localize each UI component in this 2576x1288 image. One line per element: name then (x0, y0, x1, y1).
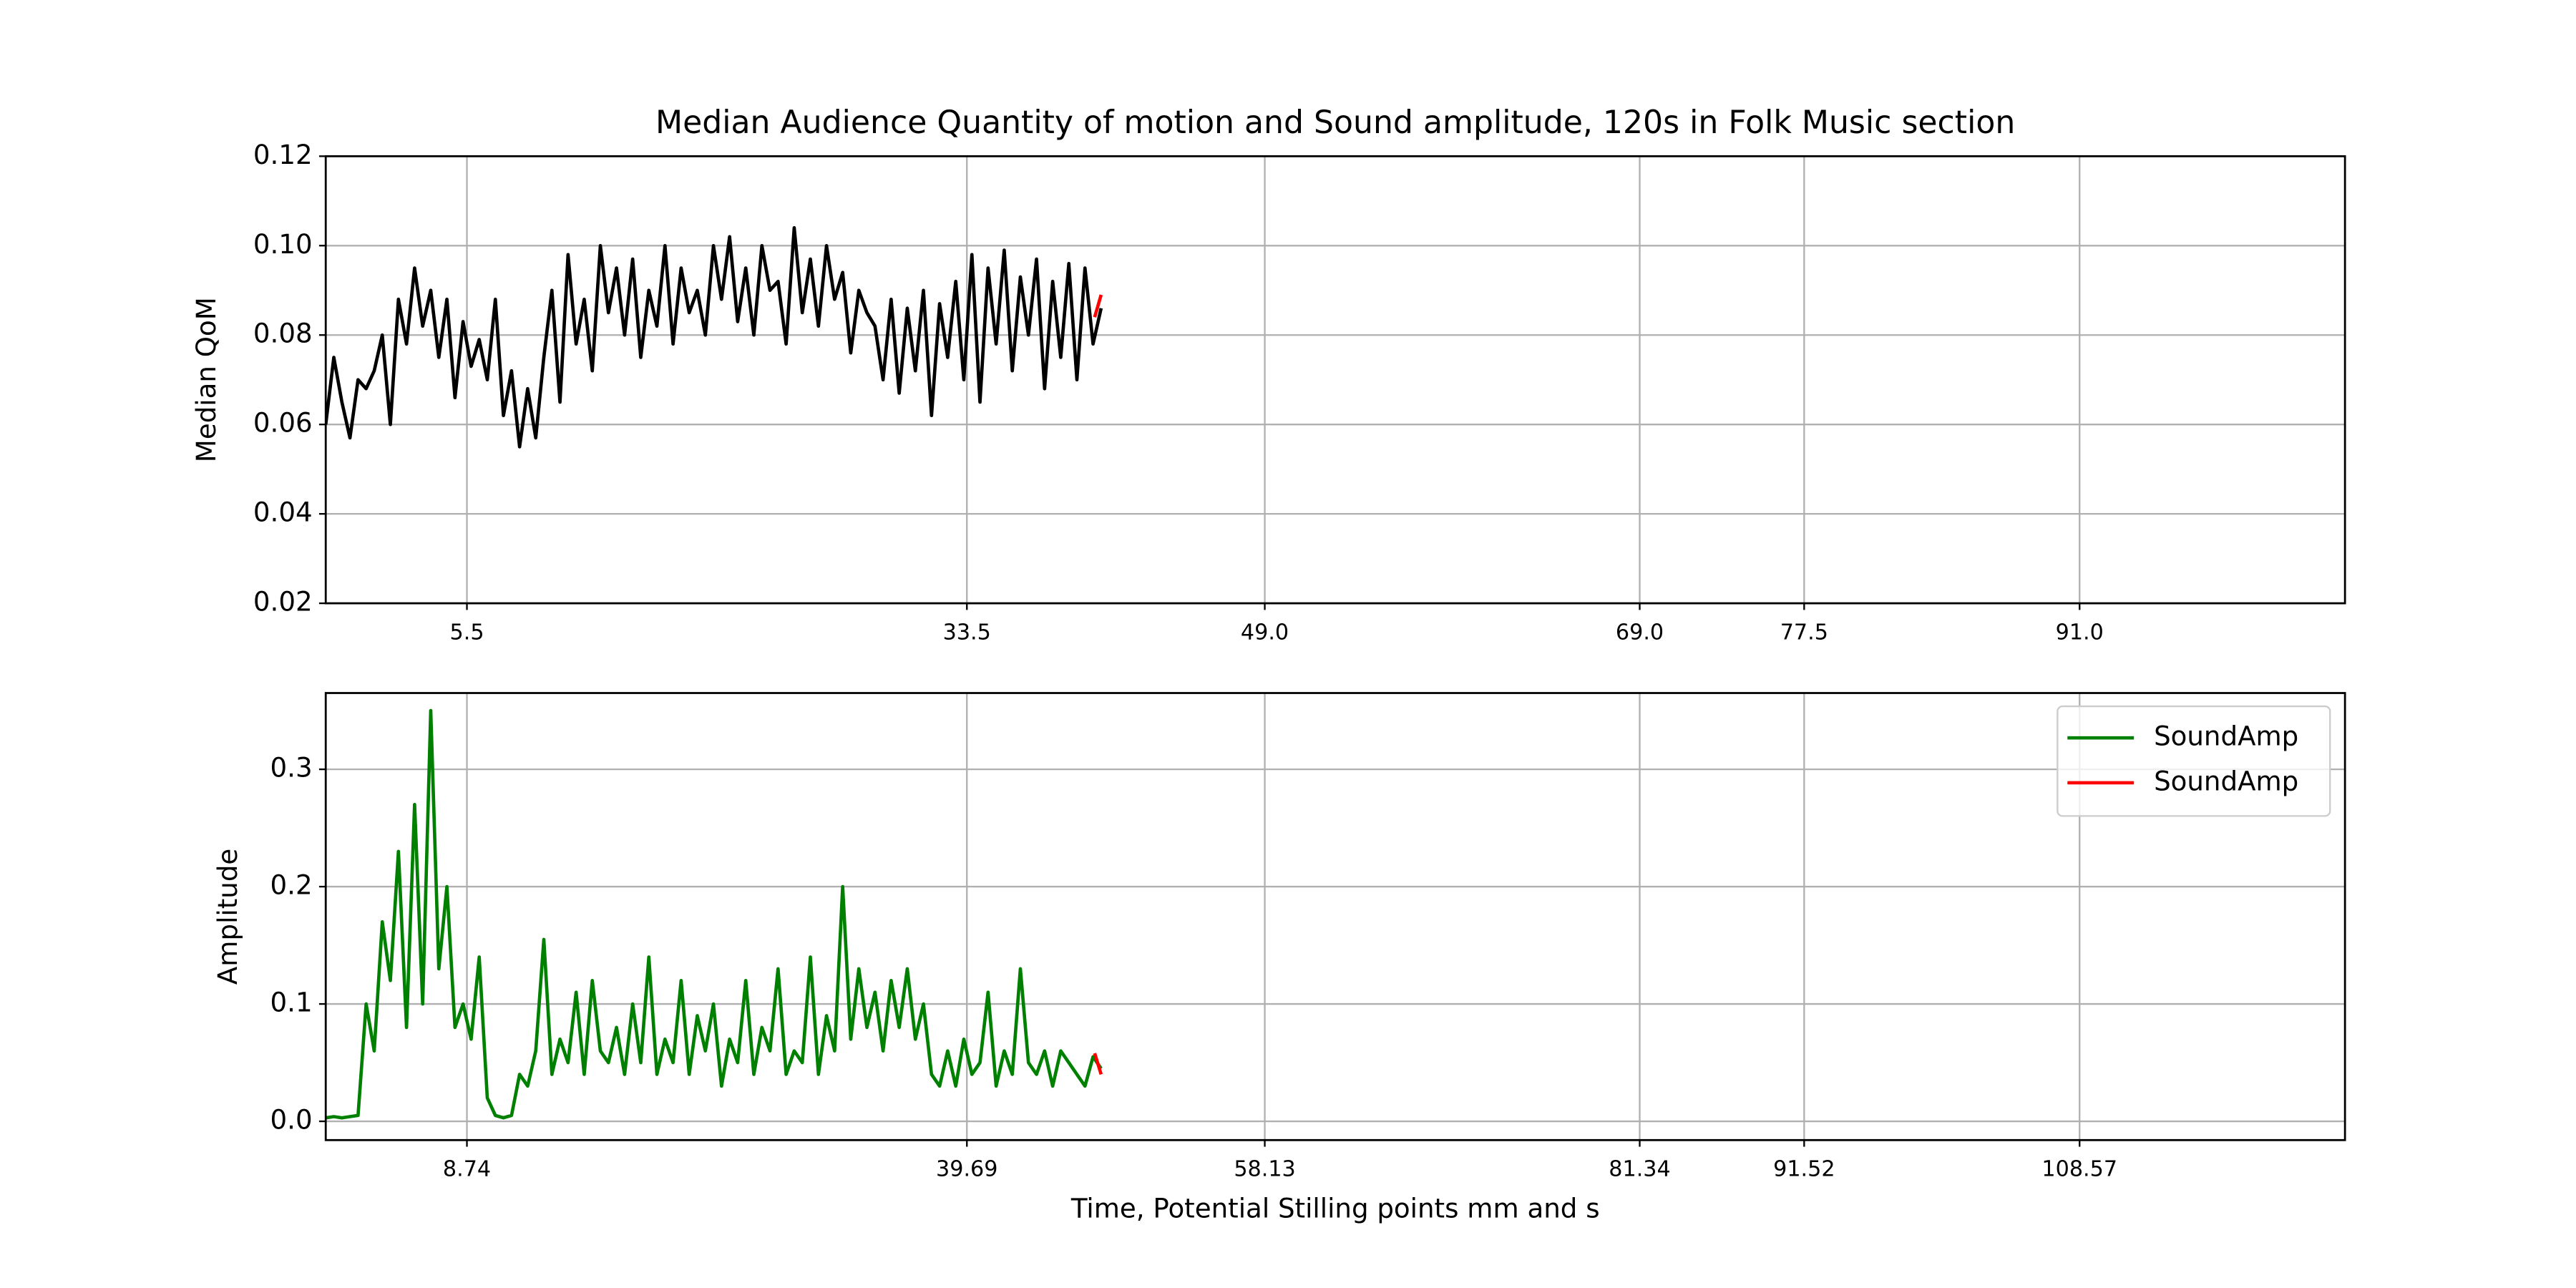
plot-frame (324, 692, 2346, 1141)
y-tick-label: 0.06 (253, 408, 313, 439)
data-line (326, 225, 1103, 449)
data-line (1093, 294, 1103, 318)
x-tick-label: 69.0 (1616, 620, 1664, 645)
x-tick-label: 5.5 (450, 620, 484, 645)
legend-box (2057, 705, 2331, 817)
y-tick-label: 0.04 (253, 497, 313, 528)
x-axis-label: Time, Potential Stilling points mm and s (1070, 1193, 1600, 1224)
x-tick-label: 91.0 (2056, 620, 2104, 645)
y-tick-label: 0.02 (253, 587, 313, 618)
y-tick-label: 0.1 (270, 987, 313, 1018)
y-tick-label: 0.10 (253, 229, 313, 260)
x-tick-label: 81.34 (1609, 1157, 1670, 1182)
x-tick-label: 91.52 (1773, 1157, 1835, 1182)
legend-label: SoundAmp (2154, 766, 2298, 796)
y-tick-label: 0.12 (253, 140, 313, 170)
plot-frame (324, 155, 2346, 605)
x-tick-label: 77.5 (1780, 620, 1828, 645)
x-tick-label: 108.57 (2041, 1157, 2117, 1182)
y-tick-label: 0.2 (270, 870, 313, 901)
x-tick-label: 58.13 (1234, 1157, 1295, 1182)
x-tick-label: 33.5 (943, 620, 991, 645)
x-tick-label: 49.0 (1241, 620, 1289, 645)
y-axis-label: Median QoM (191, 297, 222, 462)
y-tick-label: 0.08 (253, 318, 313, 349)
y-tick-label: 0.3 (270, 753, 313, 784)
x-tick-label: 39.69 (936, 1157, 997, 1182)
y-tick-label: 0.0 (270, 1105, 313, 1136)
legend-label: SoundAmp (2154, 721, 2298, 752)
data-line (326, 708, 1103, 1120)
chart-title: Median Audience Quantity of motion and S… (655, 104, 2015, 141)
y-axis-label: Amplitude (213, 849, 243, 985)
x-tick-label: 8.74 (443, 1157, 491, 1182)
data-line (1093, 1053, 1103, 1075)
